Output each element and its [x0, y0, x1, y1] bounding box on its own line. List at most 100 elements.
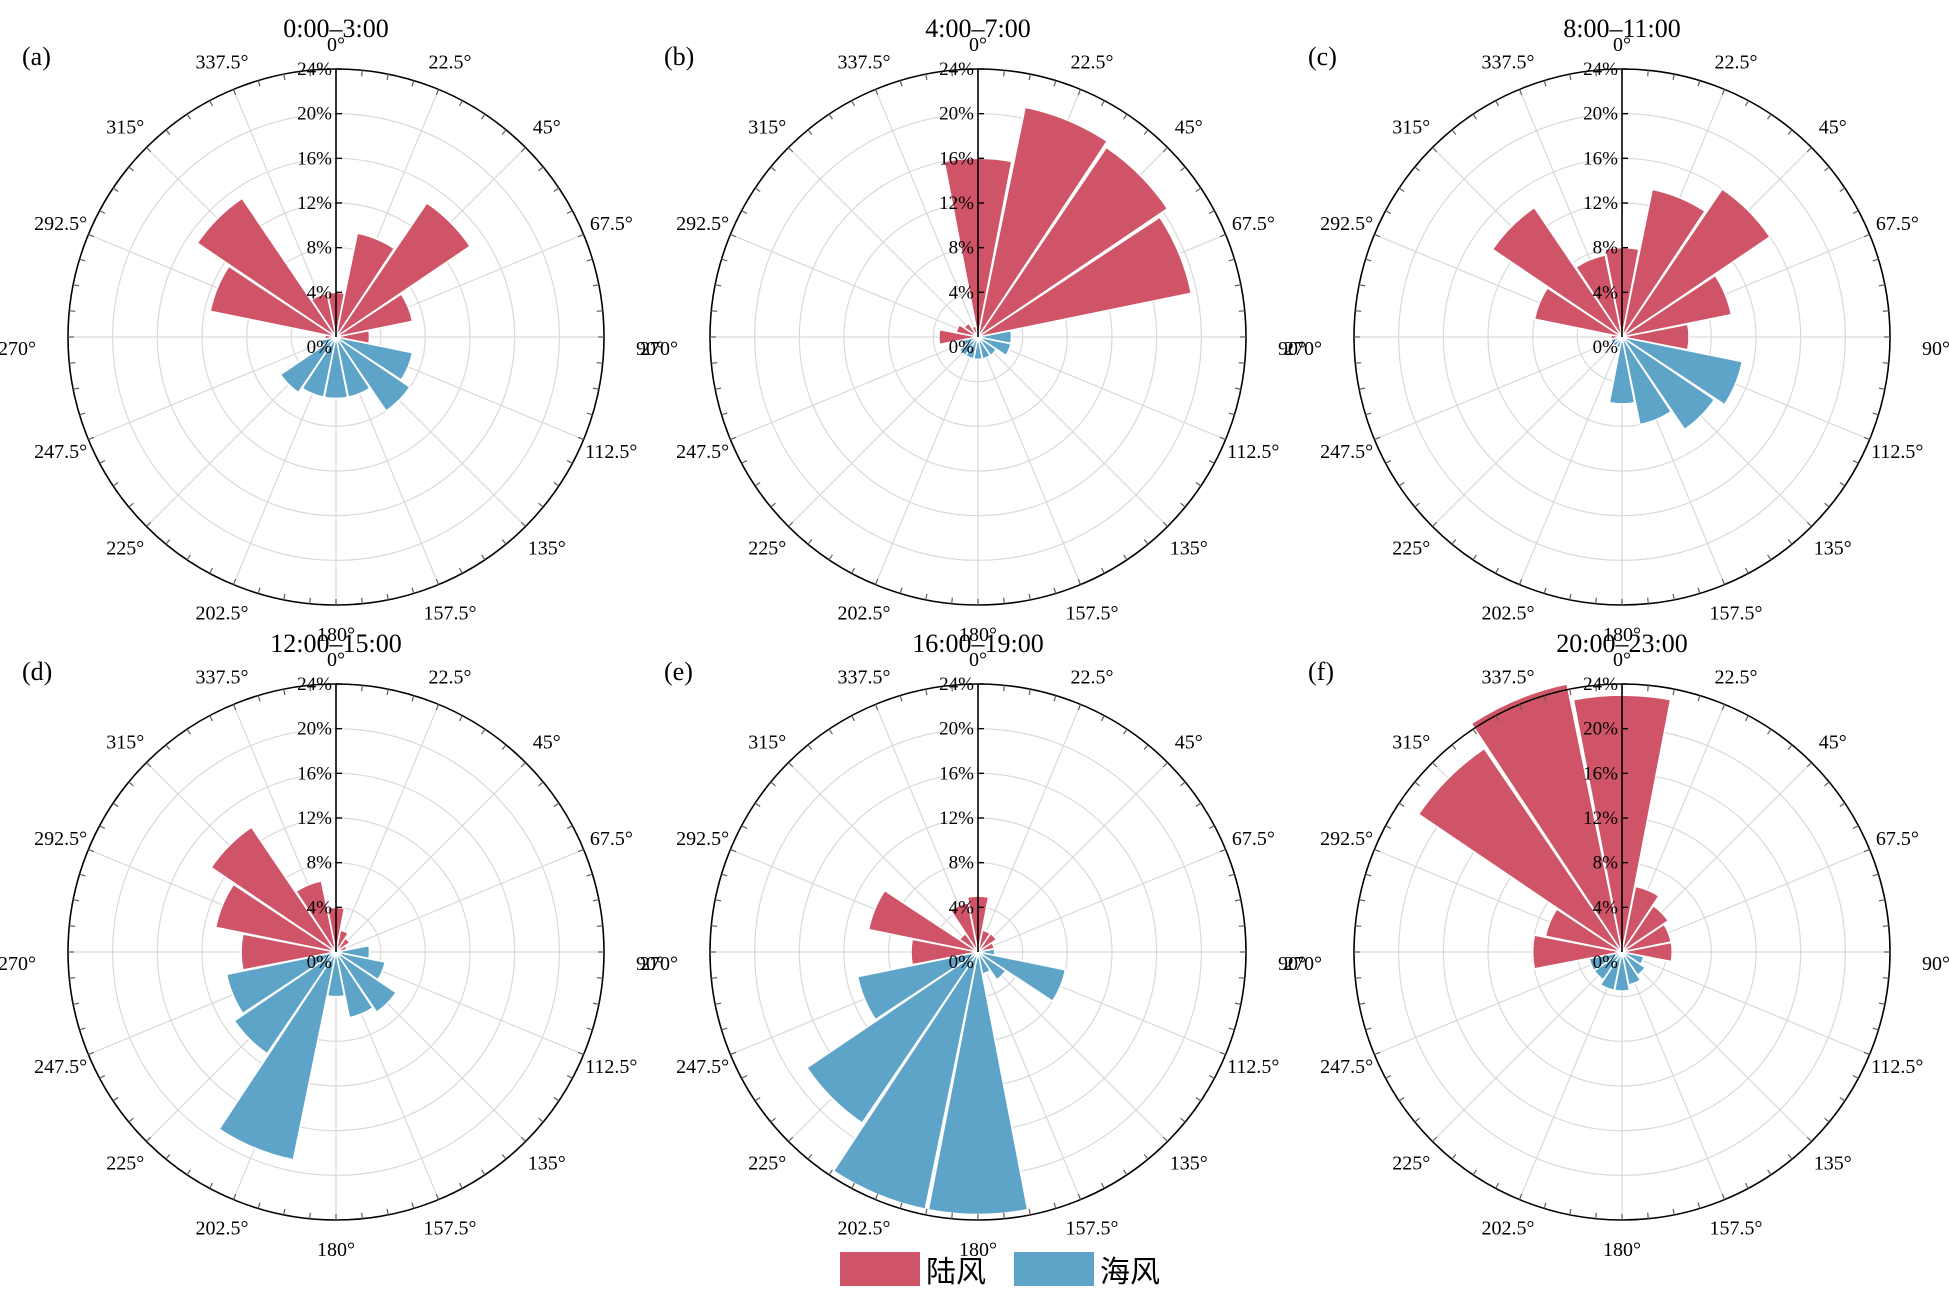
- angle-tick: [1806, 1136, 1812, 1142]
- angle-label: 157.5°: [1710, 602, 1763, 624]
- angle-tick: [851, 715, 856, 722]
- radial-tick-label: 12%: [297, 193, 332, 214]
- angle-tick: [283, 74, 286, 81]
- angle-tick: [1806, 521, 1812, 527]
- angle-tick: [925, 689, 928, 696]
- angle-tick: [715, 387, 722, 390]
- angle-tick: [1451, 129, 1457, 135]
- land-wedge: [335, 232, 396, 338]
- land-wedge: [1417, 747, 1623, 953]
- land-wedge: [963, 322, 979, 338]
- sea-wedge: [958, 336, 979, 357]
- angle-label: 112.5°: [1227, 441, 1279, 463]
- angle-label: 292.5°: [34, 213, 87, 235]
- angle-tick: [1806, 762, 1812, 768]
- angle-tick: [1162, 762, 1168, 768]
- radial-tick-label: 8%: [307, 238, 333, 259]
- angle-tick: [1374, 436, 1381, 441]
- angle-label: 90°: [1922, 953, 1949, 975]
- angle-label: 45°: [1819, 116, 1847, 138]
- angle-label: 337.5°: [837, 667, 890, 689]
- angle-label: 135°: [1170, 538, 1208, 560]
- angle-tick: [309, 70, 311, 77]
- angle-tick: [1028, 689, 1031, 696]
- angle-tick: [851, 100, 856, 107]
- angle-tick: [1143, 744, 1149, 750]
- angle-label: 315°: [1392, 731, 1430, 753]
- angle-tick: [1569, 689, 1572, 696]
- angle-tick: [721, 873, 728, 877]
- angle-tick: [361, 685, 363, 692]
- sea-wedge: [977, 951, 1067, 1003]
- angle-tick: [361, 70, 363, 77]
- sea-wedge: [301, 336, 337, 399]
- angle-tick: [951, 70, 953, 77]
- angle-tick: [1208, 1074, 1215, 1079]
- angle-tick: [1195, 187, 1202, 192]
- angle-label: 315°: [1392, 116, 1430, 138]
- angle-tick: [874, 704, 879, 711]
- angle-tick: [1414, 1117, 1420, 1123]
- angle-tick: [458, 567, 463, 574]
- angle-tick: [925, 74, 928, 81]
- legend-swatch-sea: [1014, 1252, 1094, 1286]
- angle-tick: [458, 715, 463, 722]
- angle-tick: [1162, 521, 1168, 527]
- angle-tick: [1432, 147, 1438, 153]
- angle-label: 270°: [640, 338, 678, 360]
- angle-tick: [1053, 1202, 1057, 1209]
- angle-tick: [1595, 70, 1597, 77]
- radial-tick-label: 20%: [297, 104, 332, 125]
- angle-tick: [165, 539, 171, 545]
- angle-tick: [1824, 1117, 1830, 1123]
- grid-spoke: [788, 336, 979, 527]
- angle-tick: [1077, 704, 1082, 711]
- radial-tick-label: 16%: [939, 148, 974, 169]
- angle-tick: [257, 1202, 261, 1209]
- angle-tick: [1365, 412, 1372, 416]
- angle-tick: [874, 578, 879, 585]
- angle-tick: [1518, 578, 1523, 585]
- angle-tick: [99, 210, 106, 215]
- angle-tick: [1806, 147, 1812, 153]
- angle-tick: [1744, 715, 1749, 722]
- angle-label: 22.5°: [429, 667, 472, 689]
- land-wedge: [240, 933, 337, 971]
- angle-tick: [1472, 554, 1477, 561]
- angle-tick: [730, 436, 737, 441]
- grid-spoke: [88, 336, 337, 441]
- angle-label: 22.5°: [1715, 52, 1758, 74]
- angle-tick: [711, 362, 718, 364]
- angle-tick: [807, 1154, 813, 1160]
- angle-tick: [851, 567, 856, 574]
- angle-label: 90°: [1278, 338, 1306, 360]
- angle-label: 0°: [1613, 34, 1631, 56]
- sea-wedge: [1588, 951, 1623, 972]
- angle-label: 225°: [106, 1153, 144, 1175]
- angle-tick: [88, 848, 95, 853]
- angle-tick: [209, 715, 214, 722]
- panel-title: 4:00–7:00: [925, 14, 1030, 43]
- panel-title: 20:00–23:00: [1556, 629, 1687, 658]
- sea-wedge: [977, 951, 1007, 981]
- radial-tick-label: 16%: [297, 763, 332, 784]
- angle-tick: [1195, 482, 1202, 487]
- angle-tick: [386, 593, 389, 600]
- angle-label: 0°: [1613, 649, 1631, 671]
- angle-label: 0°: [327, 34, 345, 56]
- angle-tick: [788, 147, 794, 153]
- angle-tick: [79, 1027, 86, 1031]
- land-wedge: [867, 889, 979, 953]
- angle-label: 180°: [959, 624, 997, 646]
- angle-label: 45°: [1175, 116, 1203, 138]
- angle-tick: [1219, 848, 1226, 853]
- angle-label: 315°: [748, 731, 786, 753]
- angle-tick: [99, 1074, 106, 1079]
- angle-tick: [828, 113, 833, 120]
- radial-tick-label: 24%: [1583, 59, 1618, 80]
- legend-item-sea: 海风: [1014, 1247, 1160, 1291]
- radial-tick-label: 16%: [1583, 148, 1618, 169]
- angle-tick: [770, 502, 776, 508]
- land-wedge: [1491, 206, 1623, 338]
- angle-tick: [1234, 284, 1241, 287]
